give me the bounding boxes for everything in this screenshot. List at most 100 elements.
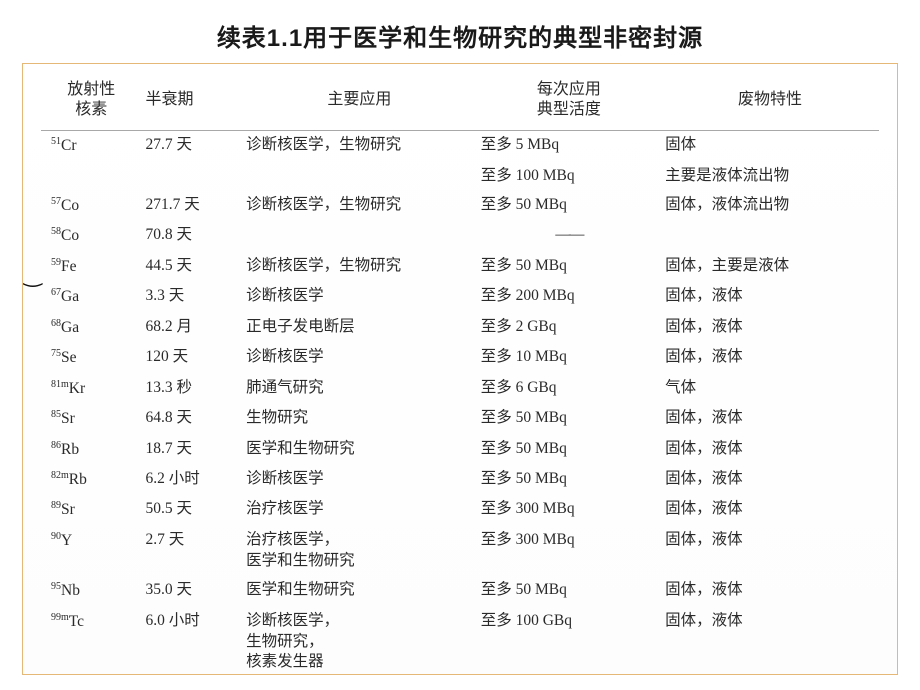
cell-halflife: 27.7 天 [142, 131, 243, 162]
col-halflife: 半衰期 [142, 74, 243, 131]
cell-waste: 主要是液体流出物 [661, 161, 879, 190]
cell-halflife: 13.3 秒 [142, 373, 243, 403]
scan-artifact-dash: ‿ [24, 262, 42, 288]
col-waste: 废物特性 [661, 74, 879, 131]
table-row: 59Fe44.5 天诊断核医学，生物研究至多 50 MBq固体，主要是液体 [41, 252, 879, 282]
table-row: 86Rb18.7 天医学和生物研究至多 50 MBq固体，液体 [41, 434, 879, 464]
table-row: 57Co271.7 天诊断核医学，生物研究至多 50 MBq固体，液体流出物 [41, 191, 879, 221]
cell-halflife: 3.3 天 [142, 282, 243, 312]
cell-activity: 至多 300 MBq [477, 495, 661, 525]
cell-waste: 固体，液体 [661, 282, 879, 312]
cell-activity: 至多 50 MBq [477, 434, 661, 464]
cell-waste [661, 221, 879, 251]
cell-activity: 至多 6 GBq [477, 373, 661, 403]
cell-halflife: 50.5 天 [142, 495, 243, 525]
cell-application: 治疗核医学，医学和生物研究 [242, 526, 477, 576]
cell-nuclide: 86Rb [41, 434, 142, 464]
table-row: 81mKr13.3 秒肺通气研究至多 6 GBq气体 [41, 373, 879, 403]
cell-waste: 固体 [661, 131, 879, 162]
cell-nuclide: 68Ga [41, 313, 142, 343]
cell-nuclide: 67Ga [41, 282, 142, 312]
table-head: 放射性核素 半衰期 主要应用 每次应用典型活度 废物特性 [41, 74, 879, 131]
table-row: 89Sr50.5 天治疗核医学至多 300 MBq固体，液体 [41, 495, 879, 525]
cell-halflife [142, 161, 243, 190]
cell-activity: 至多 50 MBq [477, 404, 661, 434]
cell-halflife: 6.0 小时 [142, 606, 243, 675]
col-nuclide: 放射性核素 [41, 74, 142, 131]
table-row: 82mRb6.2 小时诊断核医学至多 50 MBq固体，液体 [41, 465, 879, 495]
cell-waste: 固体，液体 [661, 404, 879, 434]
cell-waste: 固体，液体 [661, 465, 879, 495]
cell-halflife: 68.2 月 [142, 313, 243, 343]
cell-waste: 固体，液体 [661, 495, 879, 525]
cell-activity: 至多 5 MBq [477, 131, 661, 162]
cell-application: 诊断核医学，生物研究 [242, 131, 477, 162]
table-row: 95Nb35.0 天医学和生物研究至多 50 MBq固体，液体 [41, 576, 879, 606]
cell-nuclide: 58Co [41, 221, 142, 251]
cell-nuclide: 82mRb [41, 465, 142, 495]
cell-activity: 至多 100 MBq [477, 161, 661, 190]
cell-halflife: 271.7 天 [142, 191, 243, 221]
cell-application: 诊断核医学，生物研究 [242, 252, 477, 282]
cell-activity: 至多 50 MBq [477, 252, 661, 282]
cell-application: 诊断核医学 [242, 343, 477, 373]
cell-nuclide [41, 161, 142, 190]
cell-application: 生物研究 [242, 404, 477, 434]
table-row: 至多 100 MBq主要是液体流出物 [41, 161, 879, 190]
cell-activity: 至多 10 MBq [477, 343, 661, 373]
cell-activity: 至多 300 MBq [477, 526, 661, 576]
table-row: 85Sr64.8 天生物研究至多 50 MBq固体，液体 [41, 404, 879, 434]
cell-waste: 固体，液体 [661, 343, 879, 373]
cell-halflife: 44.5 天 [142, 252, 243, 282]
cell-waste: 固体，液体流出物 [661, 191, 879, 221]
cell-halflife: 70.8 天 [142, 221, 243, 251]
table-row: 90Y2.7 天治疗核医学，医学和生物研究至多 300 MBq固体，液体 [41, 526, 879, 576]
table-row: 51Cr27.7 天诊断核医学，生物研究至多 5 MBq固体 [41, 131, 879, 162]
cell-activity: 至多 50 MBq [477, 465, 661, 495]
cell-application: 诊断核医学 [242, 282, 477, 312]
cell-nuclide: 57Co [41, 191, 142, 221]
cell-activity: —— [477, 221, 661, 251]
cell-activity: 至多 200 MBq [477, 282, 661, 312]
cell-activity: 至多 50 MBq [477, 191, 661, 221]
cell-waste: 固体，液体 [661, 526, 879, 576]
table-row: 58Co70.8 天 —— [41, 221, 879, 251]
cell-waste: 固体，主要是液体 [661, 252, 879, 282]
col-application: 主要应用 [242, 74, 477, 131]
cell-application: 诊断核医学，生物研究，核素发生器 [242, 606, 477, 675]
cell-nuclide: 85Sr [41, 404, 142, 434]
cell-nuclide: 95Nb [41, 576, 142, 606]
cell-nuclide: 59Fe [41, 252, 142, 282]
cell-waste: 固体，液体 [661, 606, 879, 675]
cell-halflife: 120 天 [142, 343, 243, 373]
data-table: 放射性核素 半衰期 主要应用 每次应用典型活度 废物特性 51Cr27.7 天诊… [41, 74, 879, 675]
cell-waste: 固体，液体 [661, 313, 879, 343]
cell-activity: 至多 50 MBq [477, 576, 661, 606]
cell-nuclide: 89Sr [41, 495, 142, 525]
cell-application: 正电子发电断层 [242, 313, 477, 343]
cell-activity: 至多 100 GBq [477, 606, 661, 675]
cell-application [242, 221, 477, 251]
table-row: 75Se120 天诊断核医学至多 10 MBq固体，液体 [41, 343, 879, 373]
cell-application: 治疗核医学 [242, 495, 477, 525]
table-row: 67Ga3.3 天诊断核医学至多 200 MBq固体，液体 [41, 282, 879, 312]
table-row: 99mTc6.0 小时诊断核医学，生物研究，核素发生器至多 100 GBq固体，… [41, 606, 879, 675]
cell-application: 医学和生物研究 [242, 434, 477, 464]
cell-halflife: 64.8 天 [142, 404, 243, 434]
col-activity: 每次应用典型活度 [477, 74, 661, 131]
table-row: 68Ga68.2 月正电子发电断层至多 2 GBq固体，液体 [41, 313, 879, 343]
slide-container: 续表1.1用于医学和生物研究的典型非密封源 放射性核素 半衰期 主要应用 每次应… [0, 0, 920, 690]
cell-application: 诊断核医学，生物研究 [242, 191, 477, 221]
slide-title: 续表1.1用于医学和生物研究的典型非密封源 [22, 18, 898, 53]
cell-halflife: 2.7 天 [142, 526, 243, 576]
cell-nuclide: 81mKr [41, 373, 142, 403]
cell-nuclide: 51Cr [41, 131, 142, 162]
cell-waste: 气体 [661, 373, 879, 403]
cell-halflife: 35.0 天 [142, 576, 243, 606]
cell-application: 诊断核医学 [242, 465, 477, 495]
cell-nuclide: 75Se [41, 343, 142, 373]
table-wrapper: 放射性核素 半衰期 主要应用 每次应用典型活度 废物特性 51Cr27.7 天诊… [22, 63, 898, 675]
cell-waste: 固体，液体 [661, 576, 879, 606]
cell-halflife: 6.2 小时 [142, 465, 243, 495]
table-body: 51Cr27.7 天诊断核医学，生物研究至多 5 MBq固体至多 100 MBq… [41, 131, 879, 676]
